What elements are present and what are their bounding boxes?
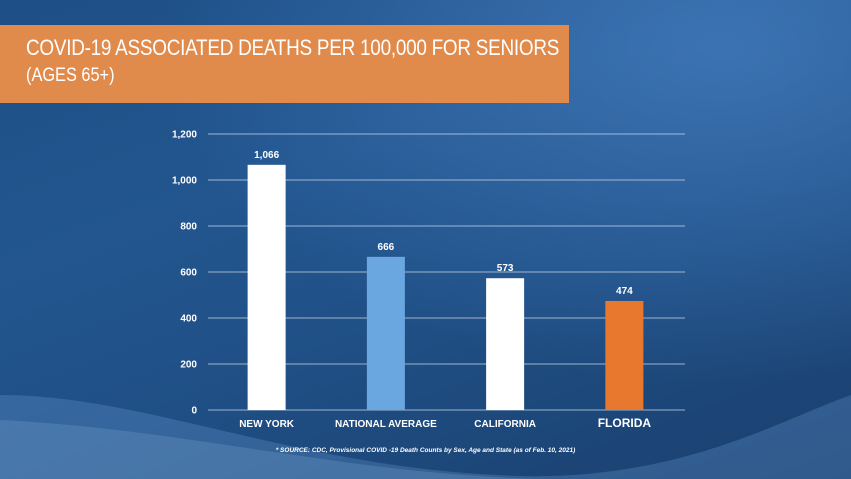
- data-label: 666: [378, 242, 395, 253]
- y-tick-label: 0: [191, 406, 197, 417]
- chart-subtitle: (AGES 65+): [26, 65, 115, 86]
- bar-california: [486, 278, 525, 410]
- bar-national-average: [366, 256, 405, 410]
- data-label: 573: [497, 263, 514, 274]
- y-tick-label: 600: [180, 268, 197, 279]
- x-category-label: NATIONAL AVERAGE: [335, 419, 437, 430]
- y-tick-label: 1,200: [172, 130, 197, 141]
- x-category-label: CALIFORNIA: [474, 419, 536, 430]
- y-tick-label: 1,000: [172, 176, 197, 187]
- data-label: 474: [616, 286, 633, 297]
- bar-florida: [605, 300, 644, 410]
- y-tick-label: 400: [180, 314, 197, 325]
- data-label: 1,066: [254, 150, 279, 161]
- title-banner: COVID-19 ASSOCIATED DEATHS PER 100,000 F…: [0, 25, 569, 103]
- source-note: * SOURCE: CDC, Provisional COVID -19 Dea…: [275, 447, 576, 454]
- x-category-label: NEW YORK: [239, 419, 295, 430]
- y-tick-label: 800: [180, 222, 197, 233]
- chart-title: COVID-19 ASSOCIATED DEATHS PER 100,000 F…: [26, 35, 560, 60]
- x-category-label: FLORIDA: [598, 416, 652, 430]
- bar-new-york: [247, 164, 286, 410]
- y-tick-label: 200: [180, 360, 197, 371]
